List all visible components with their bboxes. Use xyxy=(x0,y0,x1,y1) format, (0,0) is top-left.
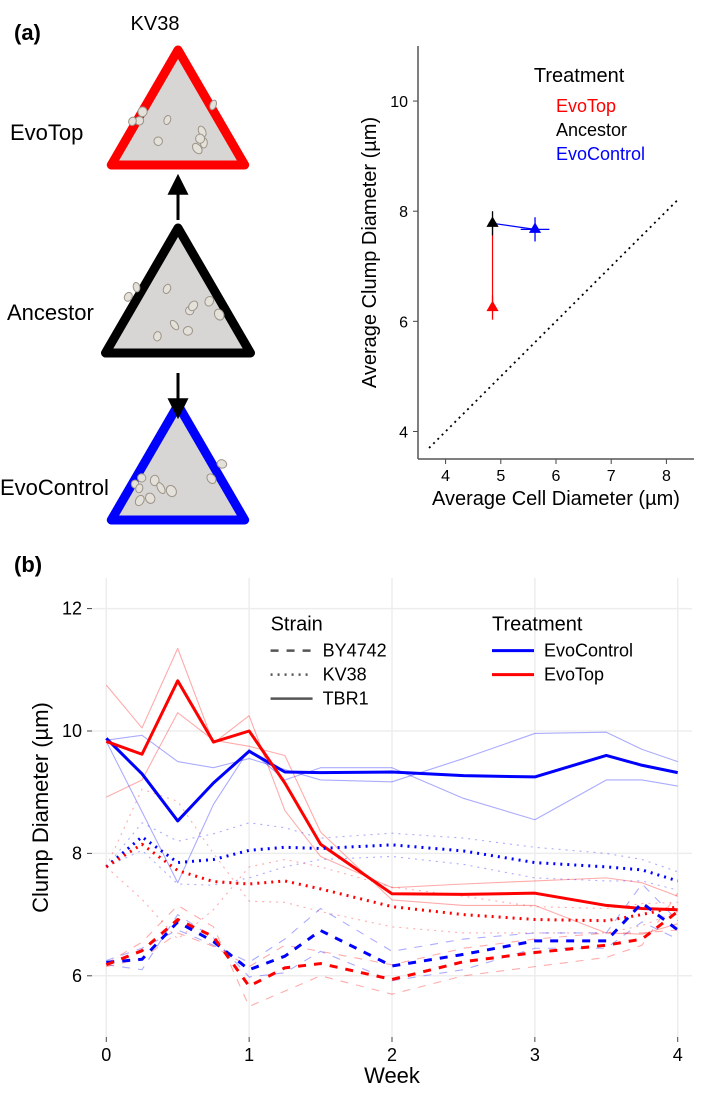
ytick-label: 12 xyxy=(62,599,82,619)
scatter-ylabel: Average Clump Diameter (µm) xyxy=(360,117,381,388)
triangle-label-ancestor: Ancestor xyxy=(7,300,94,325)
xtick-label: 1 xyxy=(244,1045,254,1065)
xtick-label: 4 xyxy=(441,468,450,485)
ytick-label: 6 xyxy=(399,314,408,331)
panel-a-title: KV38 xyxy=(131,13,180,35)
xtick-label: 7 xyxy=(607,468,616,485)
xtick-label: 0 xyxy=(101,1045,111,1065)
legend-item: EvoTop xyxy=(556,96,616,116)
xtick-label: 4 xyxy=(673,1045,683,1065)
xtick-label: 6 xyxy=(552,468,561,485)
connector-line xyxy=(493,223,536,229)
panel-b-chart: 01234681012WeekClump Diameter (µm)Strain… xyxy=(30,570,700,1095)
chart-ylabel: Clump Diameter (µm) xyxy=(30,702,53,913)
triangle-evotop xyxy=(111,50,244,165)
legend-title: Treatment xyxy=(534,65,625,87)
scatter-xlabel: Average Cell Diameter (µm) xyxy=(432,488,680,510)
identity-line xyxy=(429,200,677,448)
ytick-label: 8 xyxy=(72,843,82,863)
xtick-label: 3 xyxy=(530,1045,540,1065)
panel-a-left: KV38 EvoTop Ancestor EvoControl xyxy=(0,0,355,555)
legend-strain-label: KV38 xyxy=(323,665,367,685)
ytick-label: 10 xyxy=(390,94,408,111)
xtick-label: 2 xyxy=(387,1045,397,1065)
legend-treatment-label: EvoControl xyxy=(544,641,633,661)
triangle-ancestor xyxy=(106,228,251,353)
data-point xyxy=(486,216,498,227)
ytick-label: 8 xyxy=(399,204,408,221)
xtick-label: 8 xyxy=(662,468,671,485)
ytick-label: 6 xyxy=(72,966,82,986)
panel-a-scatter: 4 5 6 7 8 4 6 8 10 Average Cell Diameter (µm) Aver… xyxy=(360,42,700,517)
ytick-label: 4 xyxy=(399,424,408,441)
xtick-label: 5 xyxy=(496,468,505,485)
ytick-label: 10 xyxy=(62,721,82,741)
legend-treatment-label: EvoTop xyxy=(544,665,604,685)
legend-item: Ancestor xyxy=(556,120,627,140)
chart-xlabel: Week xyxy=(364,1063,421,1088)
triangle-label-evocontrol: EvoControl xyxy=(0,475,109,500)
data-point xyxy=(529,222,541,233)
triangle-label-evotop: EvoTop xyxy=(10,120,83,145)
legend-treatment-title: Treatment xyxy=(492,614,583,636)
data-point xyxy=(486,301,498,312)
cell-glyph xyxy=(132,282,140,293)
legend-strain-label: TBR1 xyxy=(323,689,369,709)
legend-item: EvoControl xyxy=(556,144,645,164)
legend-strain-label: BY4742 xyxy=(323,641,387,661)
legend-strain-title: Strain xyxy=(271,614,323,636)
